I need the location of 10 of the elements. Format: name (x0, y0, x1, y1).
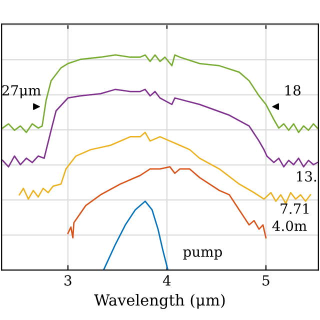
x-axis-title: Wavelength (μm) (94, 294, 225, 309)
series-label: 7.71 (280, 203, 309, 214)
x-tick-label: 3 (64, 275, 72, 286)
series-label: pump (183, 249, 222, 260)
x-tick-label: 5 (262, 275, 270, 286)
annotation: 27μm (2, 85, 41, 98)
series-label: 13. (297, 171, 316, 182)
series-label: 4.0m (272, 220, 307, 232)
x-tick-label: 4 (162, 275, 171, 286)
annotation: 18 (285, 85, 300, 96)
